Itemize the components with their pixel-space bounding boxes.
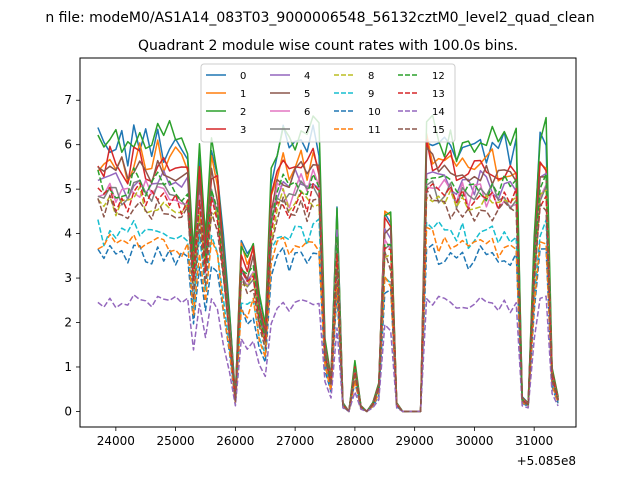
- chart-title: Quadrant 2 module wise count rates with …: [138, 38, 518, 54]
- series-line-5: [97, 146, 559, 413]
- y-tick-label: 4: [64, 227, 72, 241]
- legend-label-4: 4: [304, 71, 310, 82]
- legend-frame: [200, 63, 456, 143]
- axis-ticks: 24000 25000 26000 27000 28000 29000 30000 31000…: [64, 93, 553, 448]
- y-tick-label: 5: [64, 182, 72, 196]
- legend-label-3: 3: [240, 125, 246, 136]
- legend-label-7: 7: [304, 125, 310, 136]
- legend-label-9: 9: [368, 89, 374, 100]
- legend-label-5: 5: [304, 89, 310, 100]
- x-tick-label: 29000: [396, 434, 434, 448]
- figure-suptitle: n file: modeM0/AS1A14_083T03_9000006548_…: [45, 10, 594, 26]
- y-tick-label: 7: [64, 93, 72, 107]
- y-tick-label: 1: [64, 360, 72, 374]
- series-line-11: [97, 226, 559, 413]
- plot-area: [97, 114, 559, 413]
- legend-label-12: 12: [432, 71, 445, 82]
- x-tick-label: 28000: [336, 434, 374, 448]
- legend-label-10: 10: [368, 107, 381, 118]
- y-tick-label: 2: [64, 316, 72, 330]
- x-tick-label: 31000: [515, 434, 553, 448]
- legend-label-8: 8: [368, 71, 374, 82]
- y-tick-label: 0: [64, 404, 72, 418]
- x-tick-label: 27000: [276, 434, 314, 448]
- y-tick-label: 6: [64, 138, 72, 152]
- legend-label-13: 13: [432, 89, 445, 100]
- x-tick-label: 25000: [157, 434, 195, 448]
- legend-label-6: 6: [304, 107, 310, 118]
- x-offset-label: +5.085e8: [517, 454, 576, 468]
- x-tick-label: 30000: [455, 434, 493, 448]
- y-tick-label: 3: [64, 271, 72, 285]
- legend-label-15: 15: [432, 125, 445, 136]
- x-tick-label: 24000: [97, 434, 135, 448]
- x-tick-label: 26000: [216, 434, 254, 448]
- series-line-13: [97, 182, 559, 413]
- legend-label-11: 11: [368, 125, 381, 136]
- series-line-9: [97, 218, 559, 413]
- series-line-10: [97, 243, 559, 413]
- legend-label-0: 0: [240, 71, 246, 82]
- series-line-15: [97, 188, 559, 413]
- legend-label-2: 2: [240, 107, 246, 118]
- axes-frame: [79, 57, 577, 428]
- legend-label-14: 14: [432, 107, 445, 118]
- legend-label-1: 1: [240, 89, 246, 100]
- series-line-14: [97, 294, 559, 413]
